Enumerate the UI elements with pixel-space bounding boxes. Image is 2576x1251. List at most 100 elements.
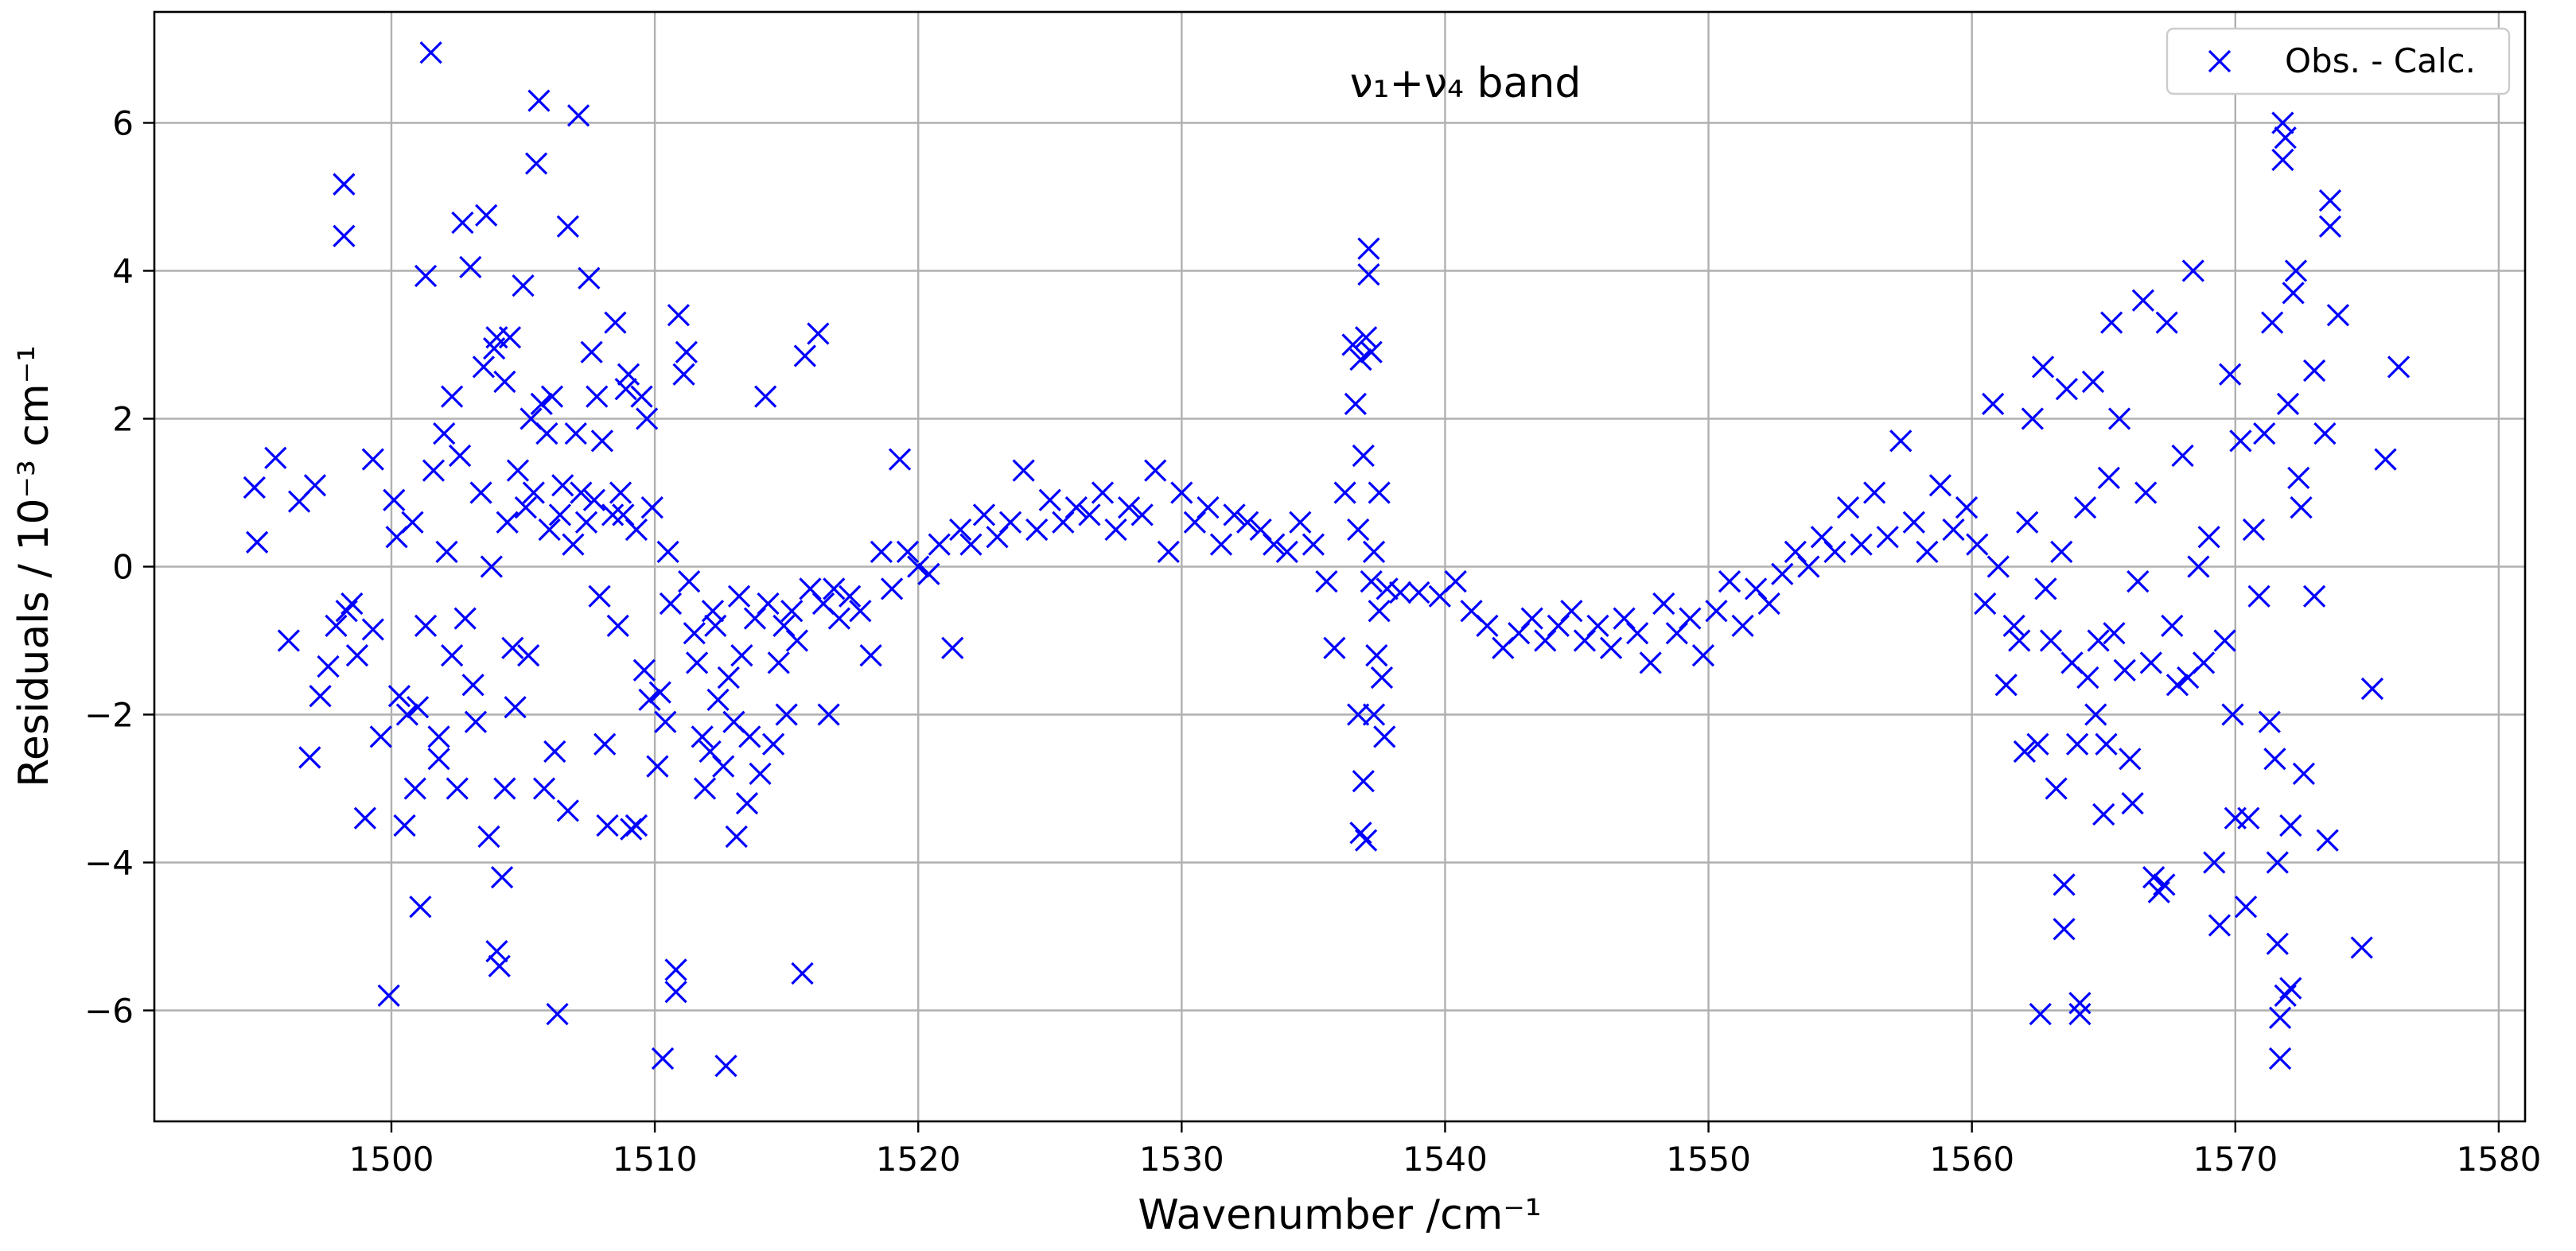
residual-point <box>2107 407 2131 430</box>
residual-point <box>2016 511 2039 534</box>
residual-point <box>817 703 840 726</box>
residual-point <box>1797 555 1820 578</box>
residual-point <box>361 618 384 641</box>
residual-point <box>2276 392 2300 416</box>
residual-point <box>1370 666 1394 690</box>
residual-point <box>414 264 438 288</box>
residual-point <box>1091 481 1115 504</box>
residual-point <box>333 224 356 247</box>
residual-point <box>422 459 446 482</box>
residual-point <box>632 659 656 682</box>
residual-point <box>1130 503 1154 526</box>
residual-point <box>1718 569 1741 593</box>
residual-point <box>706 688 730 712</box>
x-tick-label: 1580 <box>2456 1140 2541 1179</box>
residual-point <box>714 1055 737 1078</box>
residual-point <box>2192 651 2216 674</box>
residual-point <box>888 448 912 471</box>
residual-point <box>580 340 603 363</box>
residual-point <box>636 407 659 430</box>
residual-point <box>361 448 384 471</box>
residual-point <box>2181 259 2204 282</box>
residual-point <box>1376 577 1399 600</box>
residual-point <box>1389 581 1412 604</box>
residual-point <box>1347 518 1370 542</box>
residual-point <box>2084 703 2107 726</box>
residual-point <box>2142 865 2165 889</box>
residual-point <box>2081 370 2105 394</box>
residual-point <box>664 981 687 1004</box>
residual-point <box>2155 311 2178 334</box>
residual-point <box>604 311 627 334</box>
residual-point <box>2197 526 2220 549</box>
residual-point <box>570 481 593 504</box>
residual-point <box>435 540 458 564</box>
residual-point <box>1344 392 1368 416</box>
residual-point <box>1889 429 1913 453</box>
residual-point <box>2274 126 2297 150</box>
residual-point <box>2087 629 2110 652</box>
residual-point <box>2326 304 2350 327</box>
residual-point <box>2318 215 2342 238</box>
residual-point <box>1407 581 1430 604</box>
residual-point <box>2100 311 2123 334</box>
residual-point <box>1986 555 2010 578</box>
residual-point <box>2053 918 2076 941</box>
residual-point <box>551 474 574 497</box>
residual-point <box>264 446 287 469</box>
x-axis-label: Wavenumber /cm⁻¹ <box>1138 1191 1541 1239</box>
residual-point <box>2045 777 2068 800</box>
residual-point <box>730 643 753 667</box>
residual-point <box>648 681 671 704</box>
residual-point <box>578 266 601 289</box>
residual-point <box>393 814 416 837</box>
residual-point <box>625 814 648 837</box>
data-points <box>243 41 2411 1078</box>
residual-point <box>638 688 661 712</box>
residual-point <box>2065 732 2089 756</box>
x-tick-label: 1570 <box>2193 1140 2278 1179</box>
residual-point <box>472 355 496 379</box>
residual-point <box>535 422 558 445</box>
residual-point <box>2121 791 2144 815</box>
residual-point <box>2387 355 2411 379</box>
residual-point <box>464 710 488 733</box>
residual-point <box>2165 674 2189 697</box>
residual-point <box>793 344 816 367</box>
residual-point <box>2050 540 2073 564</box>
residual-point <box>427 748 450 771</box>
residual-point <box>1333 481 1356 504</box>
residual-point <box>1323 636 1346 659</box>
residual-point <box>1362 703 1386 726</box>
residual-point <box>761 732 785 756</box>
residual-point <box>1520 607 1543 630</box>
residual-point <box>2266 932 2289 955</box>
residual-point <box>2053 873 2076 896</box>
residual-point <box>2097 466 2120 490</box>
residual-point <box>1357 263 1380 286</box>
residual-point <box>859 643 882 667</box>
residual-point <box>827 607 851 630</box>
residual-point <box>2068 992 2092 1015</box>
residual-point <box>524 152 548 175</box>
residual-point <box>2203 851 2226 874</box>
residual-point <box>917 562 940 585</box>
residual-point <box>823 577 846 600</box>
residual-point <box>514 495 537 519</box>
residual-point <box>1078 503 1101 526</box>
residual-point <box>767 651 790 674</box>
residual-point <box>1038 488 1061 511</box>
residual-point <box>1836 495 1860 519</box>
residual-point <box>1599 636 1623 659</box>
residual-point <box>2021 407 2044 430</box>
residual-point <box>838 585 862 608</box>
residual-point <box>540 385 564 408</box>
residual-point <box>1362 540 1386 564</box>
axis-ticks <box>143 122 2500 1133</box>
residual-point <box>1863 481 1886 504</box>
residual-point <box>2350 936 2373 959</box>
residual-point <box>2316 829 2339 852</box>
residual-point <box>896 540 920 564</box>
residual-point <box>2187 555 2210 578</box>
